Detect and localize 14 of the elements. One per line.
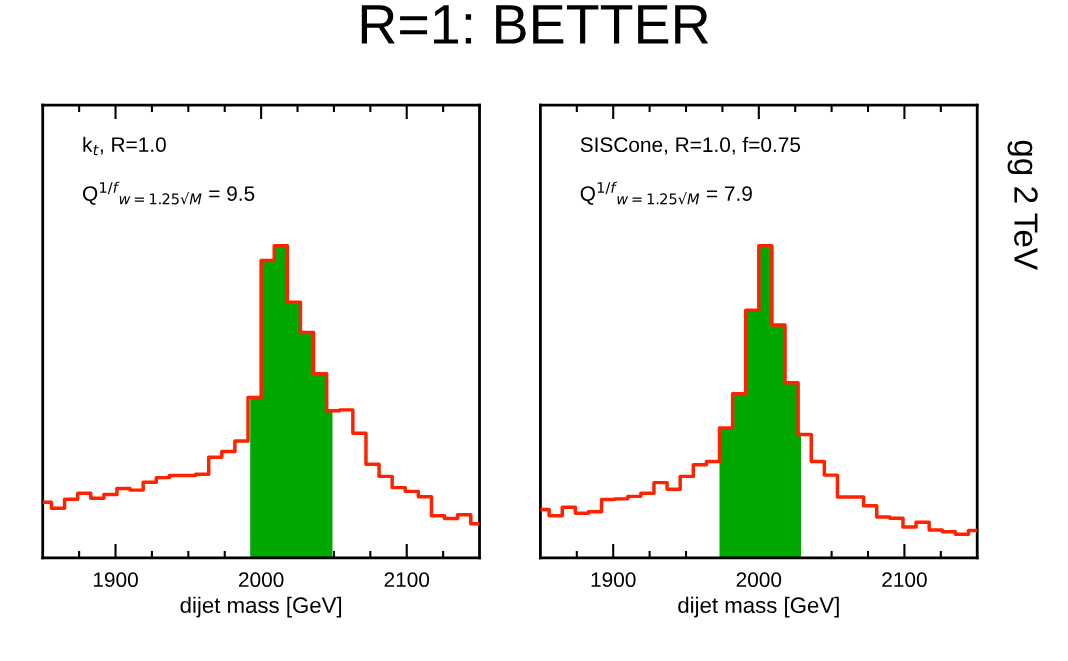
x-tick-label: 2000 — [736, 572, 782, 588]
x-axis-title: dijet mass [GeV] — [678, 596, 839, 618]
text: Q$^{1/f}$$_{w=1.25√M}$ = 9.5 — [83, 181, 255, 205]
text: Q$^{1/f}$$_{w=1.25√M}$ = 7.9 — [580, 181, 752, 205]
x-tick-label: 1900 — [591, 572, 636, 588]
chart-title: R=1: BETTER — [361, 5, 709, 44]
x-axis-title: dijet mass [GeV] — [180, 596, 342, 618]
x-tick-label: 2100 — [384, 572, 430, 588]
text: k$_{t}$, R=1.0 — [83, 136, 166, 156]
x-tick-label: 1900 — [93, 572, 138, 588]
x-tick-label: 2100 — [882, 572, 927, 588]
x-tick-label: 2000 — [239, 572, 284, 588]
text: gg 2 TeV — [1007, 140, 1038, 271]
text: SISCone, R=1.0, f=0.75 — [580, 136, 801, 155]
